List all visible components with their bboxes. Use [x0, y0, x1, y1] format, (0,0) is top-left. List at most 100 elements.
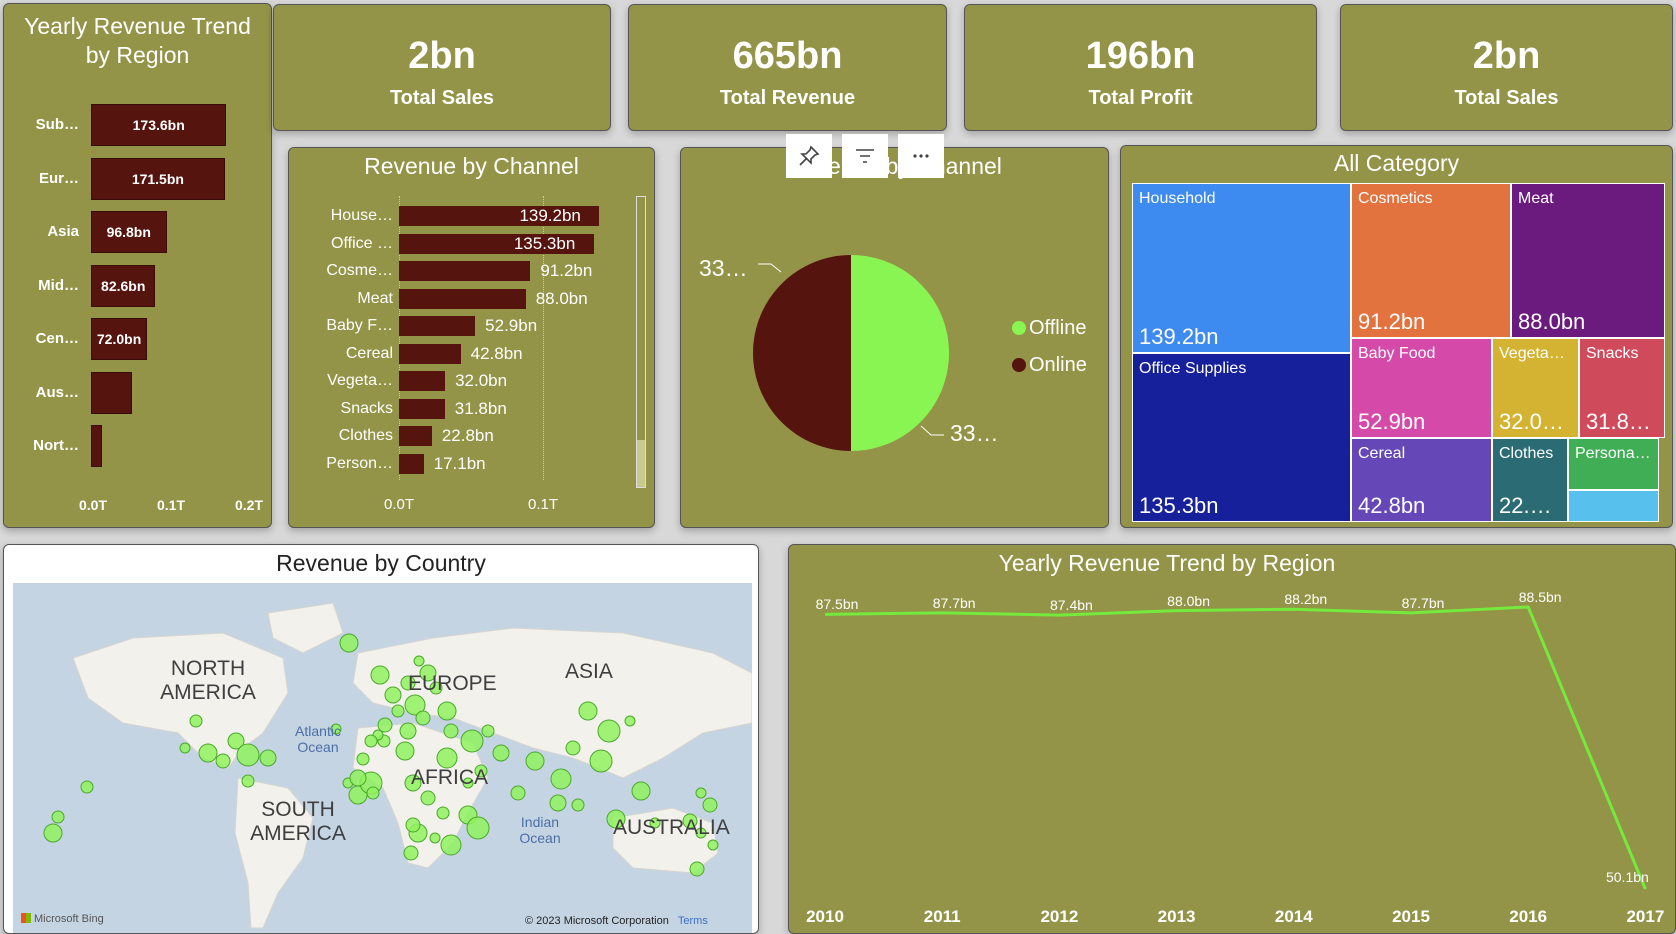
map-bubble: [550, 768, 572, 790]
trend-x-tick: 2016: [1509, 907, 1548, 926]
more-options-button[interactable]: [898, 134, 944, 178]
trend-x-tick: 2014: [1274, 907, 1313, 926]
treemap-tile[interactable]: [1568, 490, 1659, 522]
map-bubble: [695, 827, 707, 839]
channel-bar-label: Snacks: [340, 399, 393, 417]
trend-card[interactable]: Yearly Revenue Trend by Region 87.5bn 87.…: [788, 544, 1676, 934]
map-bubble: [462, 777, 474, 789]
trend-x-tick: 2015: [1392, 907, 1430, 926]
region-bar[interactable]: 82.6bn: [91, 264, 156, 307]
treemap-tile[interactable]: Clothes 22.…: [1492, 438, 1568, 522]
region-revenue-card[interactable]: Yearly Revenue Trend by Region Sub… 173.6…: [3, 3, 272, 528]
channel-bar[interactable]: [399, 398, 445, 419]
map-terms-link[interactable]: Terms: [677, 915, 708, 927]
map-bubble: [631, 781, 651, 801]
kpi-total-sales-2-label: Total Sales: [1454, 87, 1559, 109]
channel-bar[interactable]: [399, 261, 531, 281]
trend-data-label: 50.1bn: [1605, 869, 1649, 885]
treemap-tile-value: 22.…: [1499, 493, 1552, 518]
region-bar[interactable]: 173.6bn: [91, 104, 227, 146]
legend-dot-online: [1012, 358, 1026, 372]
kpi-total-revenue-value: 665bn: [732, 35, 843, 77]
treemap-tile-name: Cereal: [1358, 445, 1406, 462]
map-bubble: [395, 741, 415, 761]
region-bar-label: Asia: [47, 223, 79, 240]
map-bubble: [419, 664, 437, 682]
treemap-tile[interactable]: Vegeta… 32.0…: [1492, 338, 1579, 438]
channel-bar-label: Clothes: [338, 427, 393, 444]
map-card[interactable]: Revenue by Country NORTH AMERICA EUROPE …: [3, 544, 759, 934]
region-bar[interactable]: 171.5bn: [91, 157, 225, 200]
region-x-tick: 0.0T: [78, 497, 108, 513]
channel-bar[interactable]: [399, 233, 594, 254]
treemap-tile[interactable]: Cosmetics 91.2bn: [1351, 183, 1511, 338]
map-bubble: [474, 764, 488, 778]
kpi-total-profit-card[interactable]: 196bn Total Profit: [964, 4, 1317, 131]
kpi-total-profit-label: Total Profit: [1088, 87, 1193, 109]
channel-bar-label: Office …: [331, 234, 393, 252]
channel-bar[interactable]: [399, 453, 424, 474]
treemap-tile[interactable]: Snacks 31.8…: [1579, 338, 1665, 438]
channel-bar[interactable]: [399, 316, 476, 336]
channel-bar[interactable]: [399, 426, 432, 446]
map-bubble: [43, 823, 63, 843]
map-bubble: [420, 790, 436, 806]
trend-data-label: 87.7bn: [932, 594, 976, 611]
treemap-tile[interactable]: Office Supplies 135.3bn: [1132, 353, 1351, 522]
treemap-tile[interactable]: Cereal 42.8bn: [1351, 438, 1492, 522]
treemap-card[interactable]: All Category Household 139.2bn Cosmetics 91…: [1120, 145, 1673, 528]
map-bubble: [443, 723, 459, 739]
trend-title: Yearly Revenue Trend by Region: [998, 550, 1336, 576]
channel-bar-label: Cosme…: [326, 262, 393, 279]
region-bar[interactable]: 72.0bn: [91, 318, 148, 360]
map-bubble: [259, 749, 277, 767]
filter-icon: [856, 149, 874, 163]
region-bar-label: Sub…: [35, 116, 79, 133]
map-label-asia: ASIA: [565, 660, 613, 683]
kpi-total-sales-value: 2bn: [408, 35, 476, 77]
channel-bar-card[interactable]: Revenue by Channel House… 139.2bn Office ……: [288, 147, 655, 528]
map-bubble: [429, 681, 443, 695]
map-bubble: [624, 715, 636, 727]
map-bubble: [689, 861, 705, 877]
map-bubble: [571, 798, 585, 812]
pie-leader-line: [920, 425, 944, 436]
map-bubble: [339, 633, 359, 653]
treemap-tile[interactable]: Household 139.2bn: [1132, 183, 1351, 353]
trend-data-label: 88.2bn: [1284, 591, 1328, 608]
map-bubble: [578, 701, 598, 721]
filter-button[interactable]: [842, 134, 888, 178]
trend-data-label: 88.5bn: [1518, 589, 1562, 605]
region-bar-label: Cen…: [35, 330, 79, 347]
map-area[interactable]: NORTH AMERICA EUROPE ASIA Atlantic Ocean…: [13, 583, 752, 933]
kpi-total-revenue-card[interactable]: 665bn Total Revenue: [628, 4, 947, 131]
kpi-total-sales-card[interactable]: 2bn Total Sales: [273, 4, 611, 131]
treemap-tile-value: 88.0bn: [1518, 309, 1586, 334]
treemap-tile[interactable]: Meat 88.0bn: [1511, 183, 1665, 338]
map-label-africa: AFRICA: [411, 766, 489, 789]
map-bubble: [384, 686, 402, 704]
pie-card[interactable]: Revenue by Channel 33… 33… Offline Online: [680, 147, 1109, 528]
channel-scrollbar-track[interactable]: [636, 196, 646, 488]
channel-bar[interactable]: [399, 288, 526, 309]
channel-scrollbar-thumb[interactable]: [637, 440, 645, 487]
kpi-total-sales-2-card[interactable]: 2bn Total Sales: [1340, 4, 1673, 131]
map-bubble: [405, 817, 421, 833]
channel-bar[interactable]: [399, 343, 461, 364]
channel-bar-label: Cereal: [345, 344, 393, 362]
channel-bar-value: 31.8bn: [454, 398, 507, 418]
treemap-tile[interactable]: Baby Food 52.9bn: [1351, 338, 1492, 438]
region-bar[interactable]: [91, 425, 102, 467]
treemap-tile[interactable]: Persona…: [1568, 438, 1659, 490]
map-bubble: [377, 717, 393, 733]
channel-bar[interactable]: [399, 371, 446, 391]
channel-bar[interactable]: [399, 206, 600, 226]
region-bar[interactable]: [91, 371, 132, 414]
treemap-tile-name: Office Supplies: [1139, 360, 1247, 377]
map-bubble: [51, 810, 65, 824]
pin-button[interactable]: [786, 134, 832, 178]
map-bubble: [179, 742, 191, 754]
region-bar[interactable]: 96.8bn: [91, 211, 167, 253]
map-bubble: [198, 743, 218, 763]
trend-data-label: 88.0bn: [1167, 592, 1211, 609]
